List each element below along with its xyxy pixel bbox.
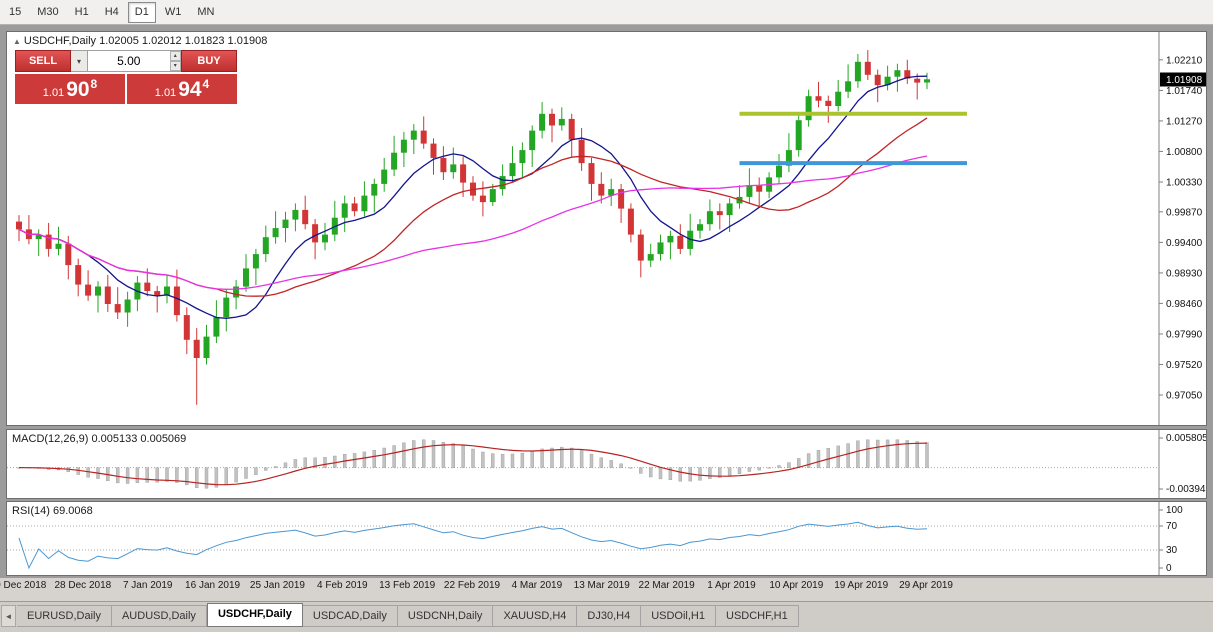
volume-decrease-button[interactable]: ▾ [169,61,181,71]
chart-tab-usdoil-h1[interactable]: USDOil,H1 [641,605,716,627]
volume-dropdown-button[interactable]: ▾ [71,50,88,72]
date-axis-label: 29 Apr 2019 [899,580,953,591]
chevron-down-icon: ▾ [76,56,81,66]
macd-axis-label: 0.005805 [1166,433,1206,444]
macd-label: MACD(12,26,9) 0.005133 0.005069 [12,433,187,445]
timeframe-button-h1[interactable]: H1 [68,2,96,23]
timeframe-button-h4[interactable]: H4 [98,2,126,23]
rsi-axis-label: 100 [1166,505,1183,516]
price-axis-label: 0.98460 [1166,299,1203,310]
price-axis-label: 1.00330 [1166,178,1203,189]
chart-tab-usdchf-h1[interactable]: USDCHF,H1 [716,605,799,627]
date-axis-label: 22 Mar 2019 [638,580,695,591]
timeframe-toolbar: 15 M30 H1 H4 D1 W1 MN [0,0,1213,25]
rsi-axis-label: 70 [1166,521,1178,532]
ma-line-8 [18,75,928,319]
buy-price-big: 94 [178,77,202,101]
timeframe-button-m30[interactable]: M30 [30,2,65,23]
scroll-left-icon: ◄ [4,611,13,621]
chart-tab-audusd-daily[interactable]: AUDUSD,Daily [111,605,207,627]
date-axis-label: 25 Jan 2019 [249,580,305,591]
price-axis-label: 1.01270 [1166,116,1203,127]
date-axis-label: 1 Apr 2019 [707,580,756,591]
symbol-ohlc-text: USDCHF,Daily 1.02005 1.02012 1.01823 1.0… [23,35,268,47]
chart-tab-bar: ◄ EURUSD,Daily AUDUSD,Daily USDCHF,Daily US… [0,601,1213,632]
rsi-indicator-panel: 100 70 30 0 RSI(14) 69.0068 [6,501,1207,576]
volume-input[interactable] [88,51,170,71]
date-axis-label: 13 Feb 2019 [379,580,436,591]
main-chart-panel: 1.02210 1.01740 1.01270 1.00800 1.00330 0.998… [6,31,1207,426]
price-axis-label: 0.99870 [1166,207,1203,218]
date-axis-label: 13 Mar 2019 [573,580,630,591]
buy-price-prefix: 1.01 [154,86,177,99]
sell-button[interactable]: SELL [15,50,71,72]
rsi-chart[interactable]: 100 70 30 0 [7,502,1206,575]
chevron-down-icon: ▾ [173,63,177,69]
price-axis-label: 0.97050 [1166,391,1203,402]
chart-icon: ▲ [13,37,21,46]
price-axis-label: 1.00800 [1166,147,1203,158]
buy-price-pip: 4 [202,77,210,91]
date-axis-label: 10 Apr 2019 [769,580,824,591]
volume-increase-button[interactable]: ▴ [169,51,181,61]
timeframe-button-mn[interactable]: MN [190,2,221,23]
volume-field: ▴ ▾ [88,50,181,72]
date-axis-label: 22 Feb 2019 [443,580,501,591]
price-axis-label: 0.97990 [1166,330,1203,341]
rsi-line [18,521,928,570]
rsi-label: RSI(14) 69.0068 [12,505,93,517]
date-axis-label: 4 Feb 2019 [316,580,368,591]
date-axis-label: 7 Jan 2019 [122,580,173,591]
macd-axis-label: -0.003945 [1166,484,1206,495]
price-axis-label: 0.99400 [1166,238,1203,249]
rsi-axis-label: 30 [1166,545,1178,556]
timeframe-button-d1[interactable]: D1 [127,1,156,23]
volume-stepper: ▴ ▾ [169,51,181,71]
chart-ohlc-header: ▲ USDCHF,Daily 1.02005 1.02012 1.01823 1.… [13,35,267,47]
chart-tab-xauusd-h4[interactable]: XAUUSD,H4 [493,605,578,627]
current-price-text: 1.01908 [1166,75,1203,86]
chart-tab-usdchf-daily[interactable]: USDCHF,Daily [206,603,303,627]
timeframe-button-15[interactable]: 15 [2,2,28,23]
date-axis: 19 Dec 2018 28 Dec 2018 7 Jan 2019 16 Jan 2… [0,578,1207,596]
chart-tab-eurusd-daily[interactable]: EURUSD,Daily [17,605,112,627]
chart-tab-usdcad-daily[interactable]: USDCAD,Daily [302,605,398,627]
price-axis-label: 0.97520 [1166,360,1203,371]
timeframe-button-w1[interactable]: W1 [158,2,189,23]
price-axis-label: 1.02210 [1166,55,1203,66]
sell-price-display[interactable]: 1.01 90 8 [15,74,125,104]
date-axis-label: 19 Dec 2018 [0,580,47,591]
current-price-marker [1160,72,1206,87]
date-axis-label: 19 Apr 2019 [834,580,889,591]
price-axis-label: 0.98930 [1166,268,1203,279]
candlestick-chart[interactable]: 1.02210 1.01740 1.01270 1.00800 1.00330 0.998… [7,32,1206,425]
price-axis-label: 1.01740 [1166,86,1203,97]
macd-signal-line [18,442,928,486]
sell-price-pip: 8 [90,77,98,91]
macd-histogram [17,439,929,489]
date-axis-label: 28 Dec 2018 [54,580,112,591]
macd-chart[interactable]: 0.005805 -0.003945 [7,430,1206,498]
chevron-up-icon: ▴ [173,53,177,59]
chart-tab-list: EURUSD,Daily AUDUSD,Daily USDCHF,Daily USDC… [17,602,799,627]
buy-price-display[interactable]: 1.01 94 4 [127,74,237,104]
chart-tab-usdcnh-daily[interactable]: USDCNH,Daily [397,605,494,627]
rsi-axis-label: 0 [1166,563,1172,574]
sell-price-big: 90 [66,77,90,101]
macd-indicator-panel: 0.005805 -0.003945 MACD(12,26,9) 0.005133… [6,429,1207,499]
ma-line-21 [18,117,928,297]
tab-scroll-left-button[interactable]: ◄ [1,605,16,627]
sell-price-prefix: 1.01 [42,86,65,99]
date-axis-label: 16 Jan 2019 [185,580,241,591]
date-axis-label: 4 Mar 2019 [511,580,563,591]
chart-tab-dj30-h4[interactable]: DJ30,H4 [577,605,642,627]
ma-line-42 [18,155,928,290]
buy-button[interactable]: BUY [181,50,237,72]
